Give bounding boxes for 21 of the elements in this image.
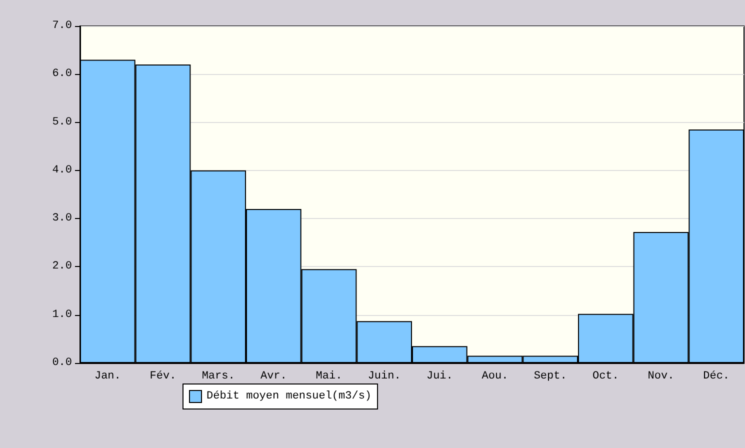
x-tick-label: Déc.	[703, 370, 730, 382]
x-tick-label: Mai.	[316, 370, 342, 382]
y-tick-label: 0.0	[52, 357, 72, 369]
y-tick-label: 3.0	[52, 212, 72, 225]
y-tick-label: 4.0	[52, 164, 72, 176]
x-tick-label: Nov.	[648, 370, 674, 382]
y-tick-label: 2.0	[52, 260, 72, 273]
legend-label: Débit moyen mensuel(m3/s)	[206, 390, 372, 402]
y-tick-label: 5.0	[52, 116, 72, 128]
x-tick-label: Avr.	[260, 370, 287, 382]
x-tick-label: Mars.	[202, 370, 235, 382]
x-tick-label: Jui.	[426, 370, 453, 382]
x-tick-label: Jan.	[94, 370, 121, 382]
y-tick-label: 6.0	[52, 68, 72, 80]
x-tick-label: Sept.	[534, 370, 567, 382]
x-tick-label: Oct.	[592, 370, 619, 382]
y-tick-label: 7.0	[52, 20, 72, 32]
x-tick-label: Juin.	[368, 370, 401, 382]
y-tick-label: 1.0	[52, 308, 72, 321]
x-tick-label: Aou.	[482, 370, 508, 382]
x-tick-label: Fév.	[150, 370, 176, 382]
